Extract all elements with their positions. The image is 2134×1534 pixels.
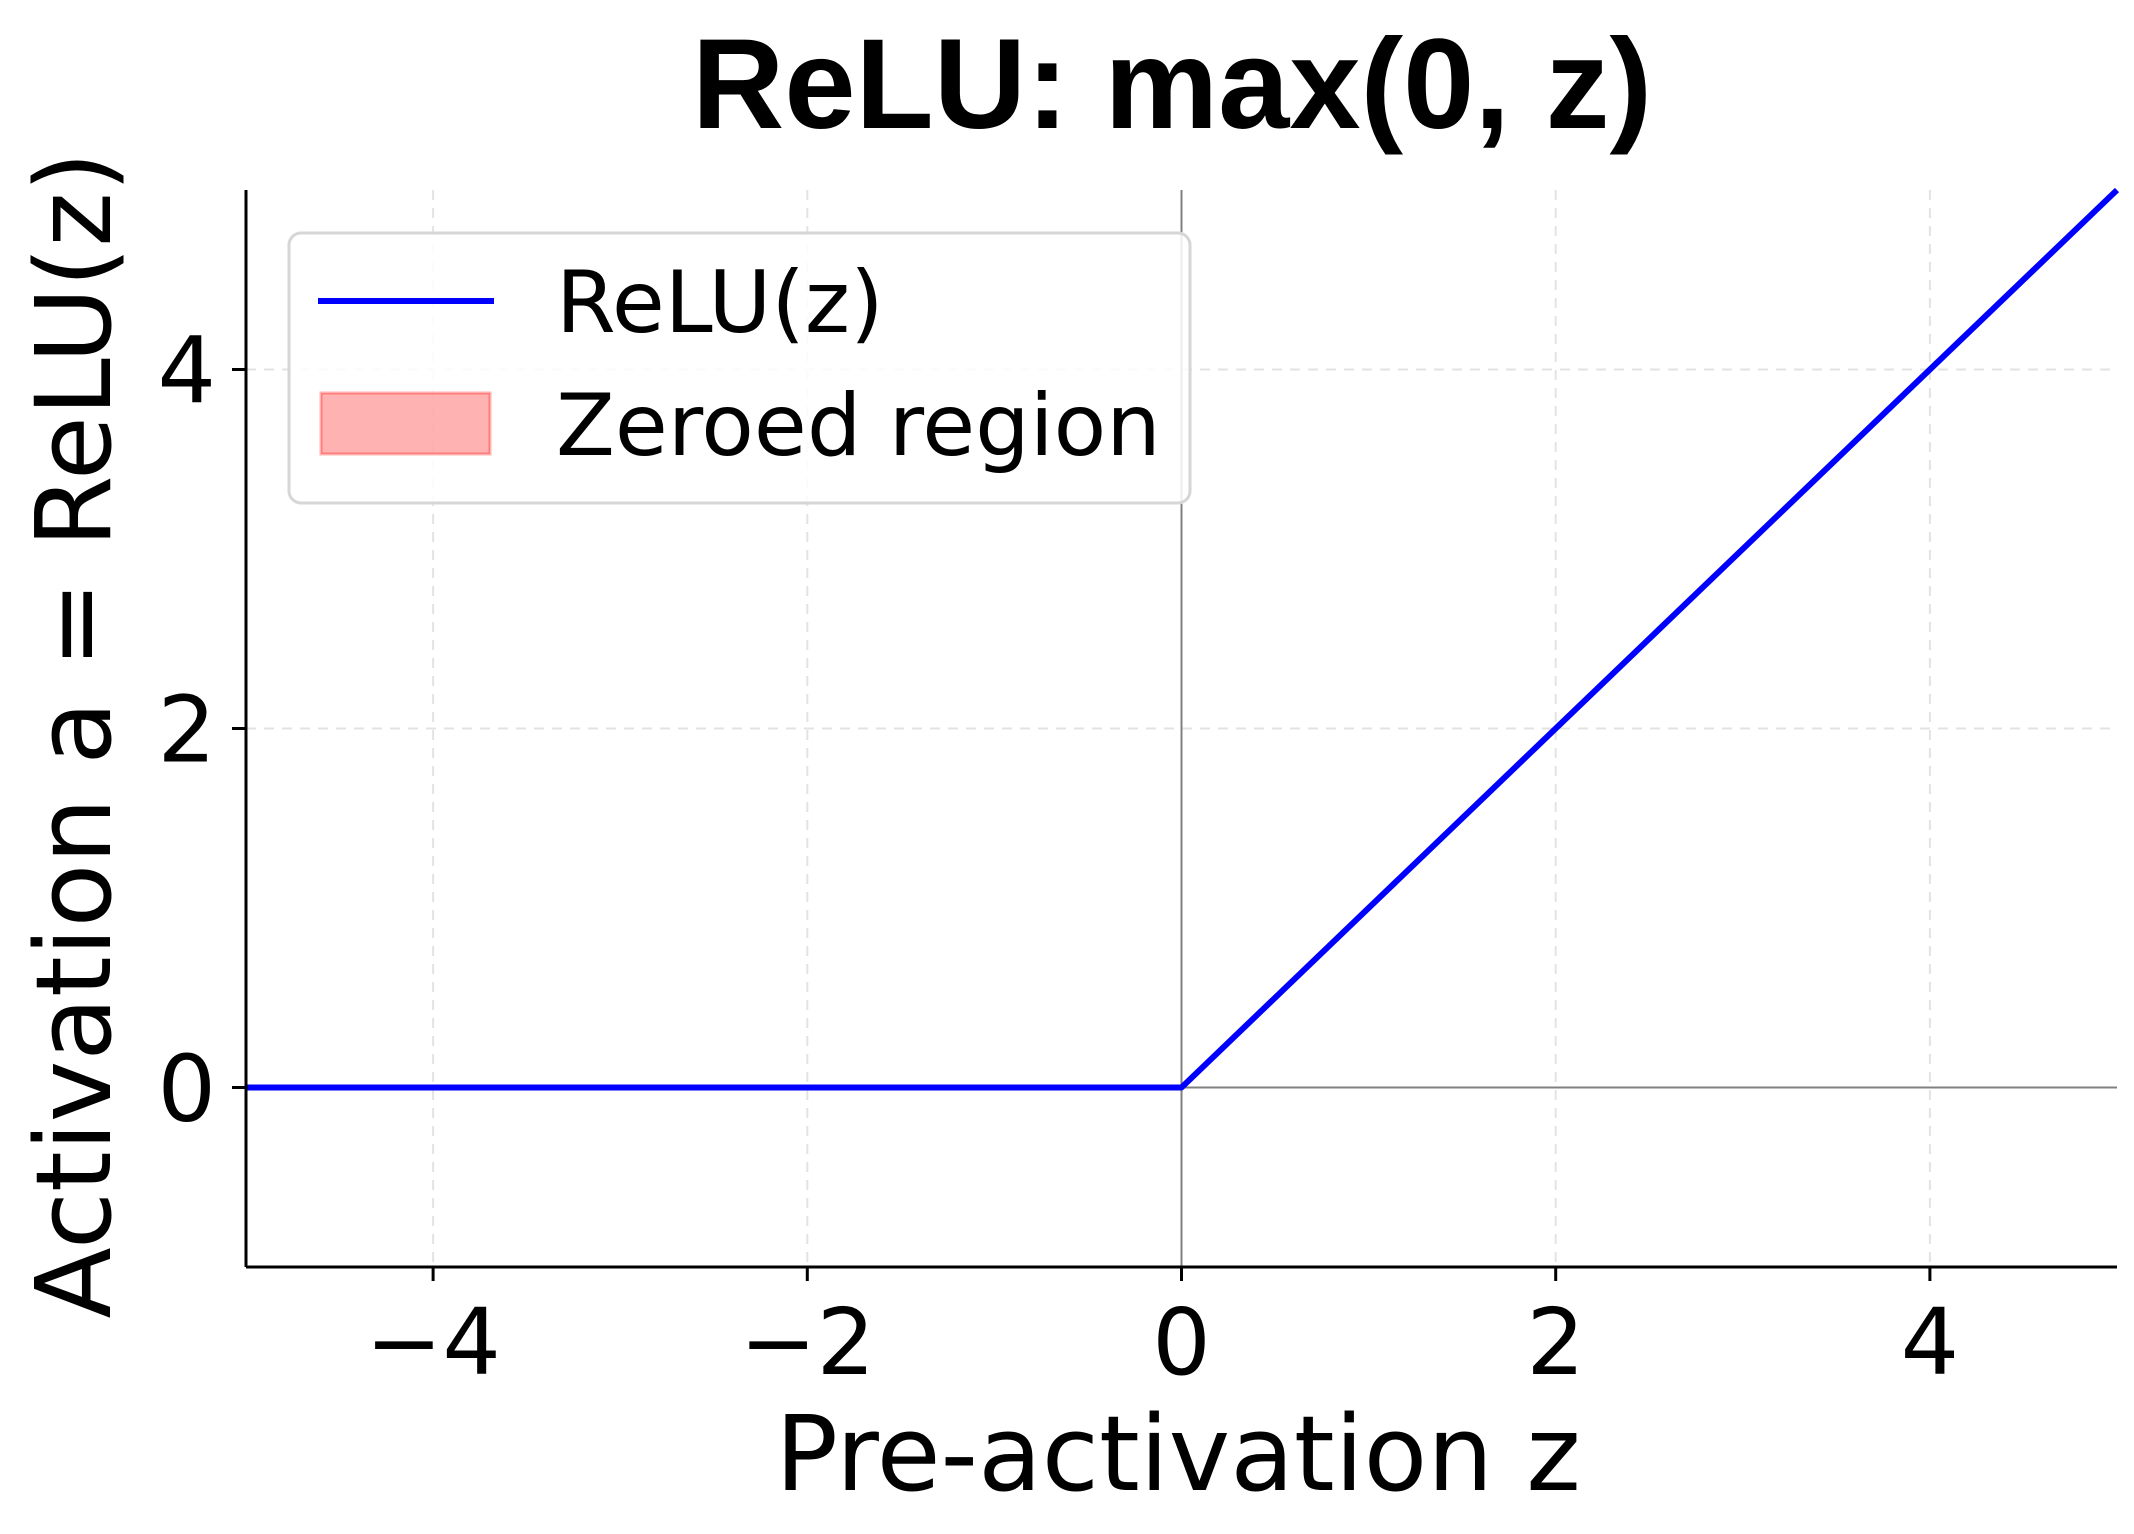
legend-label-zeroed-region: Zeroed region	[556, 376, 1161, 476]
legend-frame	[287, 231, 1192, 505]
x-tick-label: 2	[1526, 1289, 1585, 1396]
x-tick-label: 4	[1901, 1289, 1960, 1396]
x-tick-label: −2	[739, 1289, 875, 1396]
y-axis-label: Activation a = ReLU(z)	[13, 152, 135, 1319]
legend-label-relu: ReLU(z)	[556, 253, 884, 353]
y-tick-label: 2	[157, 677, 216, 784]
y-tick-label: 4	[157, 318, 216, 425]
legend-swatch-zeroed-region	[319, 391, 492, 456]
x-tick-label: −4	[365, 1289, 501, 1396]
data-series	[246, 187, 2120, 1091]
y-axis-ticks: 0 2 4	[157, 318, 246, 1143]
legend: ReLU(z) Zeroed region	[287, 231, 1192, 505]
chart-title: ReLU: max(0, z)	[692, 13, 1652, 156]
x-axis-label: Pre-activation z	[775, 1393, 1581, 1515]
x-axis-ticks: −4 −2 0 2 4	[365, 1267, 1959, 1396]
x-tick-label: 0	[1152, 1289, 1211, 1396]
y-tick-label: 0	[157, 1036, 216, 1143]
series-line	[246, 187, 2120, 1091]
